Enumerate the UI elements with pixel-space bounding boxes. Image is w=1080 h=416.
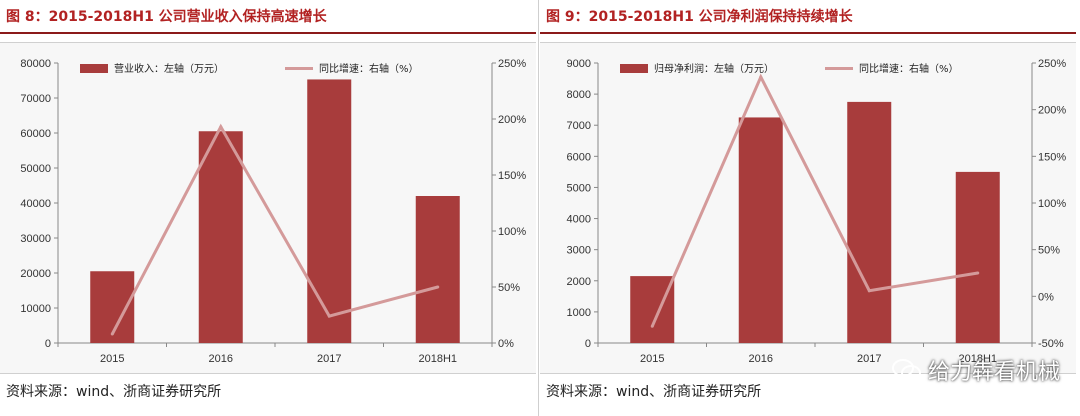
figure-8-title: 图 8：2015-2018H1 公司营业收入保持高速增长 (6, 9, 327, 25)
net-profit-chart: 0 1000 2000 3000 4000 5000 6000 7000 8000 9000 -50… (567, 58, 1067, 365)
left-axis-tick-label: 80000 (20, 58, 51, 70)
figure-9-panel: 图 9：2015-2018H1 公司净利润保持持续增长 0 1000 2000 300… (540, 0, 1080, 416)
panel-divider (538, 0, 539, 416)
bar-2018H1 (955, 171, 1000, 343)
right-axis-tick-label: 250% (498, 58, 526, 70)
left-axis-tick-label: 9000 (567, 58, 591, 70)
figure-8-panel: 图 8：2015-2018H1 公司营业收入保持高速增长 0 10000 20000… (0, 9, 536, 400)
figure-8-title-rule (0, 32, 536, 34)
wechat-icon (891, 359, 921, 381)
growth-rate-point-2018H1 (976, 271, 980, 275)
watermark-text: 给力犇看机械 (927, 360, 1060, 385)
legend-bar-swatch (80, 64, 108, 73)
left-axis-tick-label: 7000 (567, 120, 591, 132)
growth-rate-line (650, 73, 979, 327)
left-axis-tick-label: 30000 (20, 233, 51, 245)
figure-9-title: 图 9：2015-2018H1 公司净利润保持持续增长 (546, 9, 853, 25)
left-axis-tick-label: 5000 (567, 182, 591, 194)
growth-rate-point-2018H1 (436, 285, 440, 289)
figure-8-chart-area: 0 10000 20000 30000 40000 50000 60000 70000 8000… (0, 42, 536, 374)
right-axis-tick-label: 0% (498, 338, 514, 350)
growth-rate-point-2016 (219, 125, 223, 129)
bar-2017 (307, 79, 352, 343)
x-axis-tick-label: 2018H1 (418, 353, 457, 365)
x-axis-tick-label: 2016 (749, 353, 773, 365)
growth-rate-point-2015 (110, 332, 114, 336)
figure-9-source: 资料来源：wind、浙商证券研究所 (546, 384, 762, 400)
bar-2017 (847, 101, 892, 343)
watermark: 给力犇看机械 (891, 354, 1060, 386)
left-axis-tick-label: 40000 (20, 198, 51, 210)
right-axis-tick-label: 50% (1038, 245, 1060, 257)
left-axis-tick-label: 1000 (567, 307, 591, 319)
figure-9-title-rule (540, 32, 1076, 34)
legend-bar-label: 归母净利润：左轴（万元） (654, 62, 774, 75)
right-axis-tick-label: 150% (1038, 151, 1066, 163)
growth-rate-point-2017 (327, 314, 331, 318)
left-axis-tick-label: 60000 (20, 128, 51, 140)
growth-rate-point-2017 (867, 289, 871, 293)
x-axis-tick-label: 2016 (209, 353, 233, 365)
left-axis-tick-label: 20000 (20, 268, 51, 280)
left-axis-tick-label: 10000 (20, 303, 51, 315)
growth-rate-line (110, 123, 439, 335)
right-axis-tick-label: 150% (498, 170, 526, 182)
figure-9-chart-area: 0 1000 2000 3000 4000 5000 6000 7000 8000 9000 -50… (540, 42, 1076, 374)
right-axis-tick-label: 250% (1038, 58, 1066, 70)
left-axis-tick-label: 6000 (567, 151, 591, 163)
x-axis-tick-label: 2015 (640, 353, 664, 365)
right-axis-tick-label: 100% (498, 226, 526, 238)
legend-bar-label: 营业收入：左轴（万元） (114, 62, 224, 75)
bar-2016 (198, 131, 243, 343)
x-axis-tick-label: 2018H1 (958, 353, 997, 365)
right-axis-tick-label: 50% (498, 282, 520, 294)
bar-2016 (738, 117, 783, 343)
left-axis-tick-label: 50000 (20, 163, 51, 175)
left-axis-tick-label: 2000 (567, 276, 591, 288)
legend-line-label: 同比增速：右轴（%） (319, 62, 419, 75)
legend-bar-swatch (620, 64, 648, 73)
right-axis-tick-label: 200% (498, 114, 526, 126)
left-axis-tick-label: 0 (585, 338, 591, 350)
bar-2018H1 (415, 196, 460, 343)
right-axis-tick-label: 0% (1038, 291, 1054, 303)
left-axis-tick-label: 8000 (567, 89, 591, 101)
growth-rate-point-2016 (759, 75, 763, 79)
bar-2015 (630, 276, 675, 343)
legend-line-label: 同比增速：右轴（%） (859, 62, 959, 75)
left-axis-tick-label: 3000 (567, 245, 591, 257)
left-axis-tick-label: 4000 (567, 214, 591, 226)
figure-8-source: 资料来源：wind、浙商证券研究所 (6, 384, 222, 400)
right-axis-tick-label: 100% (1038, 198, 1066, 210)
x-axis-tick-label: 2017 (857, 353, 881, 365)
right-axis-tick-label: -50% (1038, 338, 1064, 350)
growth-rate-point-2015 (650, 324, 654, 328)
left-axis-tick-label: 0 (45, 338, 51, 350)
revenue-chart: 0 10000 20000 30000 40000 50000 60000 70000 8000… (20, 58, 526, 365)
x-axis-tick-label: 2017 (317, 353, 341, 365)
right-axis-tick-label: 200% (1038, 105, 1066, 117)
left-axis-tick-label: 70000 (20, 93, 51, 105)
x-axis-tick-label: 2015 (100, 353, 124, 365)
